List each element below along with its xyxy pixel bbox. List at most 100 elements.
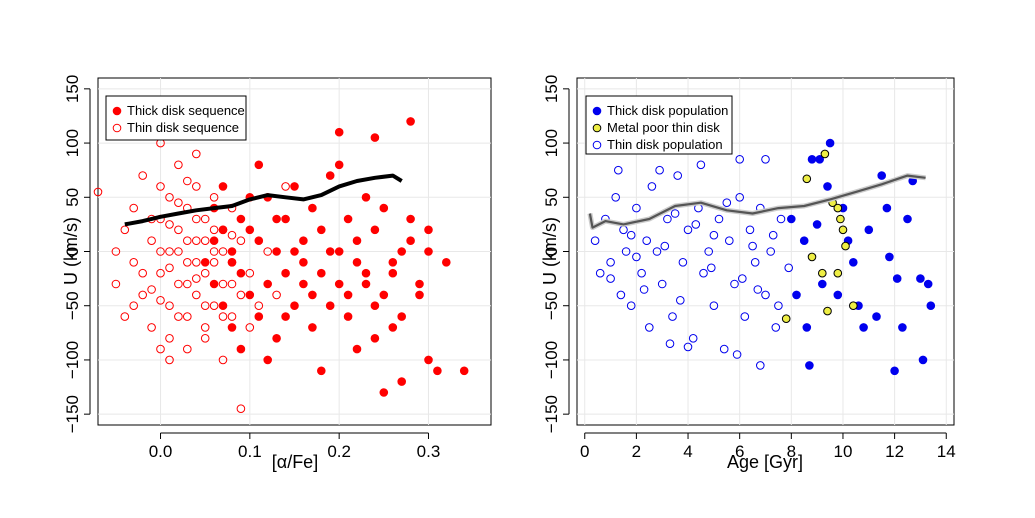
y-tick-label: 150 (542, 75, 561, 103)
data-point-thin-disk-population (688, 334, 698, 343)
y-tick-label: 50 (63, 188, 82, 207)
data-point-thick-disk-sequence (370, 301, 380, 311)
data-point-thick-disk-sequence (200, 258, 210, 267)
y-tick-label: −50 (542, 291, 561, 320)
data-point-thin-disk-sequence (93, 187, 103, 197)
left-chart: 0.0 0.1 0.2 0.3 −150 −100 −50 0 50 100 150 [α/Fe]… (61, 75, 492, 472)
left-points (93, 117, 469, 414)
data-point-thin-disk-sequence (236, 236, 246, 245)
data-point-thick-disk-population (864, 225, 874, 235)
data-point-thick-disk-sequence (299, 279, 308, 289)
data-point-metal-poor-thin-disk (833, 203, 843, 213)
data-point-thin-disk-population (590, 236, 600, 245)
data-point-thin-disk-sequence (272, 290, 281, 300)
data-point-thin-disk-sequence (174, 160, 183, 170)
data-point-thick-disk-sequence (424, 225, 433, 235)
data-point-thin-disk-sequence (227, 312, 237, 321)
x-tick-label: 0.1 (238, 442, 262, 461)
data-point-thin-disk-sequence (192, 182, 201, 191)
data-point-thin-disk-sequence (165, 334, 174, 343)
y-tick-label: −150 (63, 395, 82, 433)
data-point-thin-disk-population (614, 165, 623, 175)
data-point-thick-disk-sequence (406, 214, 415, 224)
data-point-thick-disk-population (815, 155, 825, 164)
data-point-thin-disk-population (657, 279, 667, 289)
running-mean-right (588, 174, 926, 229)
data-point-thick-disk-sequence (272, 247, 281, 256)
data-point-thin-disk-population (735, 155, 745, 164)
data-point-thin-disk-sequence (165, 220, 174, 229)
data-point-thin-disk-population (621, 247, 631, 256)
data-point-thin-disk-population (655, 165, 664, 175)
data-point-thick-disk-sequence (343, 214, 353, 224)
left-y-axis: −150 −100 −50 0 50 100 150 (63, 75, 91, 433)
x-tick-label: 0.3 (417, 442, 441, 461)
right-lines (587, 173, 926, 231)
data-point-thin-disk-population (637, 268, 646, 278)
data-point-thick-disk-sequence (397, 247, 407, 256)
data-point-thick-disk-sequence (325, 247, 335, 256)
data-point-thick-disk-sequence (263, 355, 273, 365)
data-point-thin-disk-population (660, 241, 670, 251)
data-point-thick-disk-sequence (370, 133, 380, 142)
data-point-thick-disk-population (859, 323, 868, 332)
data-point-thick-disk-sequence (227, 323, 237, 332)
x-tick-label: 10 (834, 442, 853, 461)
y-tick-label: 100 (63, 129, 82, 157)
data-point-thick-disk-sequence (397, 377, 407, 386)
data-point-thick-disk-sequence (245, 290, 255, 300)
data-point-thick-disk-sequence (209, 236, 219, 245)
data-point-thin-disk-sequence (192, 236, 201, 245)
data-point-thick-disk-sequence (397, 312, 407, 321)
data-point-thin-disk-population (714, 214, 724, 224)
data-point-thick-disk-sequence (343, 312, 353, 321)
data-point-thick-disk-sequence (317, 268, 326, 278)
data-point-thin-disk-sequence (129, 203, 138, 213)
data-point-thin-disk-sequence (254, 301, 264, 311)
data-point-thin-disk-sequence (192, 290, 201, 300)
y-tick-label: −100 (542, 341, 561, 379)
data-point-thick-disk-sequence (254, 312, 264, 321)
data-point-thick-disk-sequence (317, 366, 326, 376)
data-point-thick-disk-sequence (308, 290, 317, 300)
data-point-thick-disk-sequence (361, 193, 371, 202)
data-point-thin-disk-population (616, 290, 626, 300)
y-tick-label: −150 (542, 395, 561, 433)
data-point-thin-disk-sequence (147, 285, 156, 294)
data-point-thin-disk-population (735, 193, 745, 202)
left-legend-marker-thick (112, 106, 122, 116)
data-point-thin-disk-sequence (165, 193, 174, 202)
data-point-thick-disk-sequence (272, 334, 281, 343)
data-point-metal-poor-thin-disk (807, 252, 817, 262)
data-point-thin-disk-sequence (218, 355, 228, 365)
data-point-thick-disk-sequence (317, 225, 326, 235)
data-point-thin-disk-sequence (174, 198, 183, 207)
left-legend-box (105, 95, 247, 141)
right-legend-marker-thin (592, 140, 602, 150)
data-point-thick-disk-sequence (325, 171, 335, 180)
data-point-thick-disk-sequence (254, 236, 264, 245)
data-point-thin-disk-population (707, 263, 716, 273)
data-point-thin-disk-population (626, 230, 636, 240)
data-point-thin-disk-population (732, 350, 742, 359)
left-lines (124, 173, 403, 227)
data-point-thick-disk-sequence (352, 258, 362, 267)
data-point-metal-poor-thin-disk (841, 241, 850, 251)
data-point-thin-disk-sequence (227, 230, 237, 240)
data-point-thick-disk-sequence (334, 247, 344, 256)
data-point-thin-disk-sequence (165, 263, 174, 273)
data-point-thick-disk-sequence (254, 160, 264, 170)
data-point-metal-poor-thin-disk (833, 268, 843, 278)
data-point-thin-disk-sequence (192, 214, 201, 224)
x-tick-label: 0 (580, 442, 589, 461)
data-point-thin-disk-sequence (192, 258, 201, 267)
left-legend-marker-thin (112, 123, 122, 133)
data-point-thin-disk-sequence (111, 247, 121, 256)
data-point-thick-disk-sequence (379, 388, 389, 397)
data-point-thin-disk-population (766, 247, 776, 256)
data-point-thin-disk-sequence (129, 301, 138, 311)
data-point-thick-disk-sequence (236, 344, 246, 354)
data-point-thick-disk-population (818, 279, 827, 289)
data-point-thin-disk-population (683, 225, 693, 235)
x-tick-label: 14 (937, 442, 956, 461)
